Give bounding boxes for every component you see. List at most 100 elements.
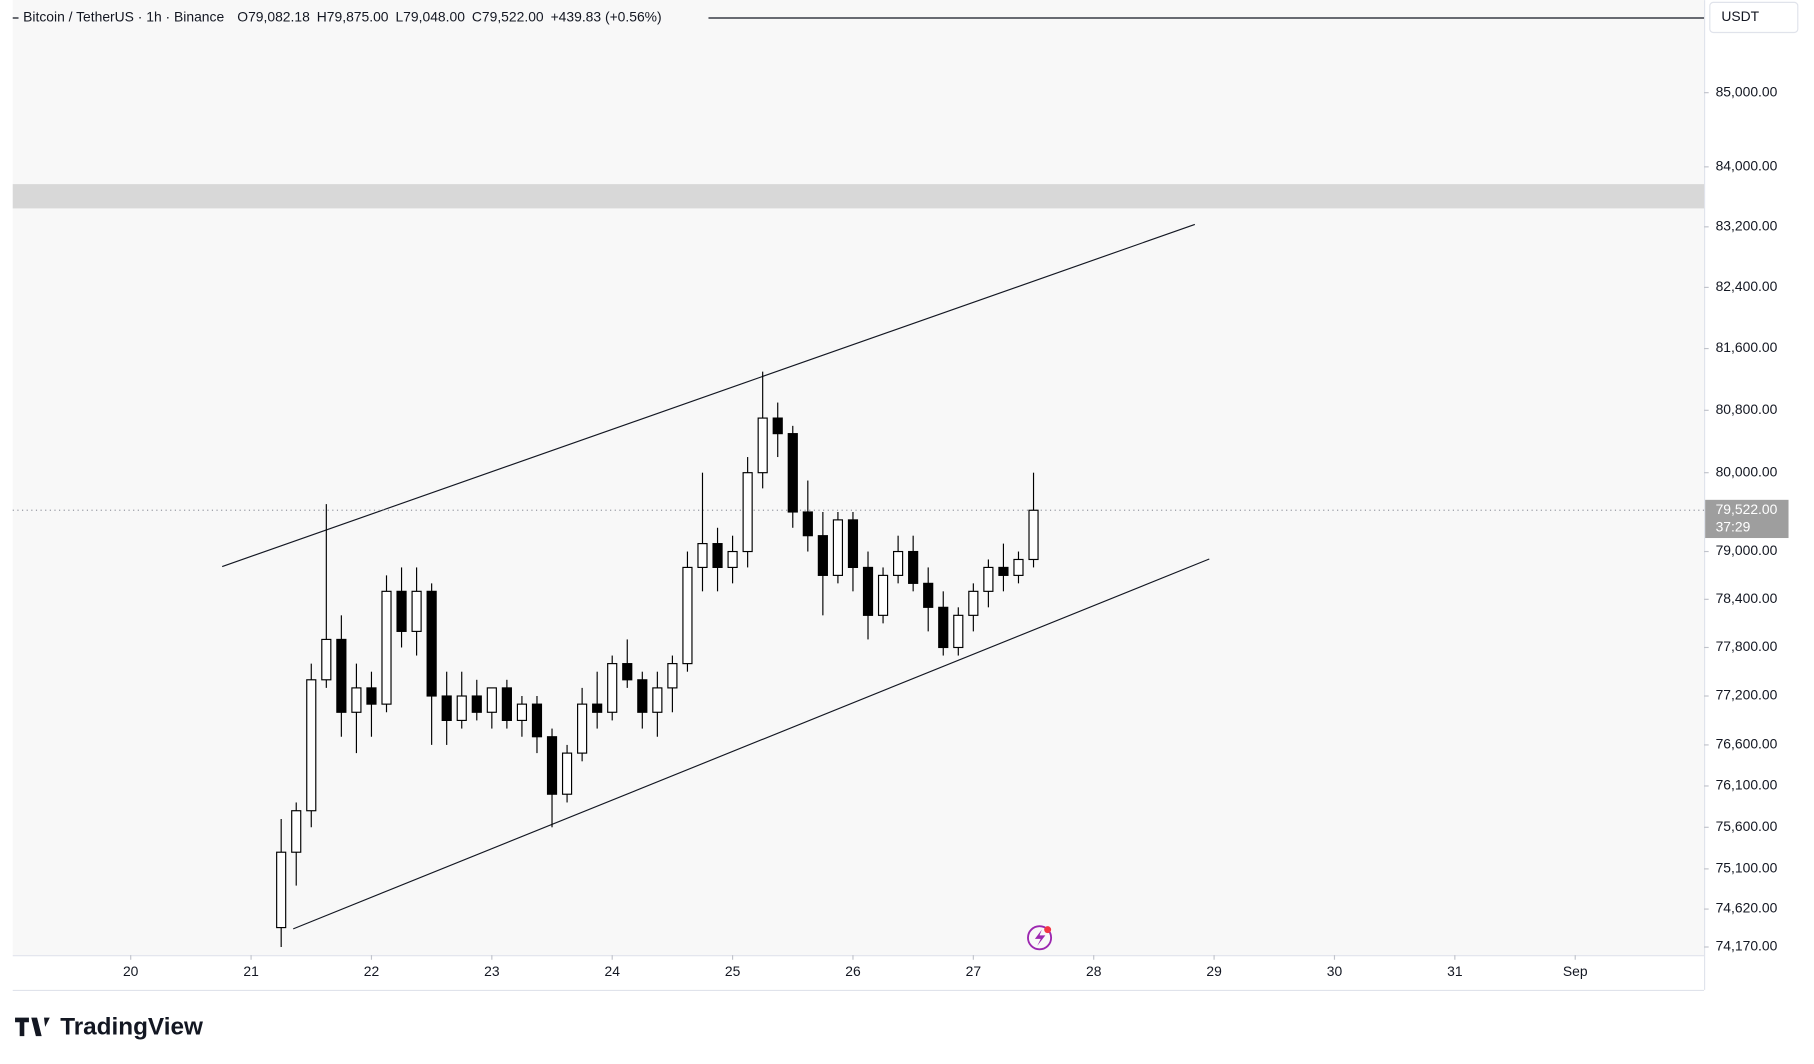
candle-body [456,695,467,721]
y-tick-label: 75,100.00 [1716,860,1778,876]
y-tick-label: 76,600.00 [1716,736,1778,752]
candle-body [531,703,543,738]
alert-icon [1027,925,1053,951]
candle-body [471,695,482,713]
y-tick-label: 74,620.00 [1716,900,1778,916]
time-axis [12,955,1705,990]
candle-body [351,687,362,713]
candle-body [637,679,648,713]
y-tick-label: 82,400.00 [1716,278,1778,294]
candle-body [712,543,723,569]
candle-body [501,687,512,721]
candle-body [893,550,904,576]
header-value: O79,082.18 [237,8,310,24]
x-tick-label: 24 [604,963,620,979]
candle-body [847,519,859,569]
candle-body [366,687,377,705]
logo: TradingView [15,1013,203,1040]
candle-body [426,590,437,697]
header-value: C79,522.00 [472,8,544,24]
currency: USDT [1721,8,1759,24]
candle-body [832,519,844,576]
candle-body [787,433,798,513]
y-tick-label: 79,000.00 [1716,542,1778,558]
candle-body [953,614,964,649]
last-price-label: 79,522.00 [1716,501,1778,517]
candle-body [321,638,332,681]
y-tick-label: 83,200.00 [1716,218,1778,234]
y-tick-label: 74,170.00 [1716,938,1778,954]
candle-body [697,543,708,569]
x-tick-label: 30 [1327,963,1343,979]
candle-body [802,511,813,537]
x-tick-label: 28 [1086,963,1102,979]
candle-body [561,752,573,795]
candle-body [862,566,874,616]
y-tick-label: 85,000.00 [1716,83,1778,99]
candle-body [727,550,738,569]
candle-body [336,638,347,713]
candle-body [411,590,422,632]
candle-body [877,574,889,616]
x-tick-label: 20 [123,963,139,979]
candle-body [772,417,783,435]
candle-body [607,663,618,713]
x-tick-label: 25 [725,963,741,979]
y-tick-label: 80,800.00 [1716,401,1778,417]
candle-body [396,590,407,632]
candle-body [652,687,663,713]
countdown: 37:29 [1716,518,1751,534]
trendline [221,223,1196,568]
candle-body [757,417,768,474]
header: Bitcoin / TetherUS · 1h · Binance O79,08… [23,8,662,24]
candle-body [1013,558,1024,576]
candle-body [923,582,934,608]
candle-body [908,550,919,584]
x-tick-label: 31 [1447,963,1463,979]
candle-body [291,810,302,853]
candle-body [486,687,497,713]
y-tick-label: 84,000.00 [1716,158,1778,174]
candle-body [276,851,287,929]
candle-body [622,663,633,681]
zone [12,184,1705,209]
candle-body [516,703,528,721]
header-symbol: Bitcoin / TetherUS · 1h · Binance [23,8,224,24]
last-price-tag [1705,499,1789,539]
x-tick-label: 22 [364,963,380,979]
candle-body [817,535,828,576]
candle-body [546,736,558,795]
y-tick-label: 80,000.00 [1716,463,1778,479]
candle-body [577,703,588,754]
candle-body [441,695,452,721]
header-value: L79,048.00 [395,8,465,24]
candle-body [938,606,949,649]
currency-box [1709,1,1799,34]
x-tick-label: 29 [1206,963,1222,979]
y-tick-label: 76,100.00 [1716,777,1778,793]
x-tick-label: Sep [1563,963,1588,979]
plot [12,184,1705,947]
x-tick-label: 27 [966,963,982,979]
price-axis [1704,0,1814,990]
candle-body [742,472,753,553]
candle-body [682,566,693,665]
x-tick-label: 21 [243,963,259,979]
candle-body [998,566,1009,576]
header-value: H79,875.00 [317,8,389,24]
y-tick-label: 78,400.00 [1716,590,1778,606]
candle-body [1028,509,1039,561]
y-tick-label: 77,200.00 [1716,687,1778,703]
candle-body [381,590,392,705]
x-tick-label: 26 [845,963,861,979]
candle-body [306,679,317,812]
candle-body [983,566,994,592]
candle-body [968,590,979,616]
y-tick-label: 75,600.00 [1716,818,1778,834]
trendline [292,558,1210,930]
header-value: +439.83 (+0.56%) [551,8,662,24]
header-bg [18,7,709,28]
plot-area [12,0,1705,956]
candle-body [667,663,678,689]
